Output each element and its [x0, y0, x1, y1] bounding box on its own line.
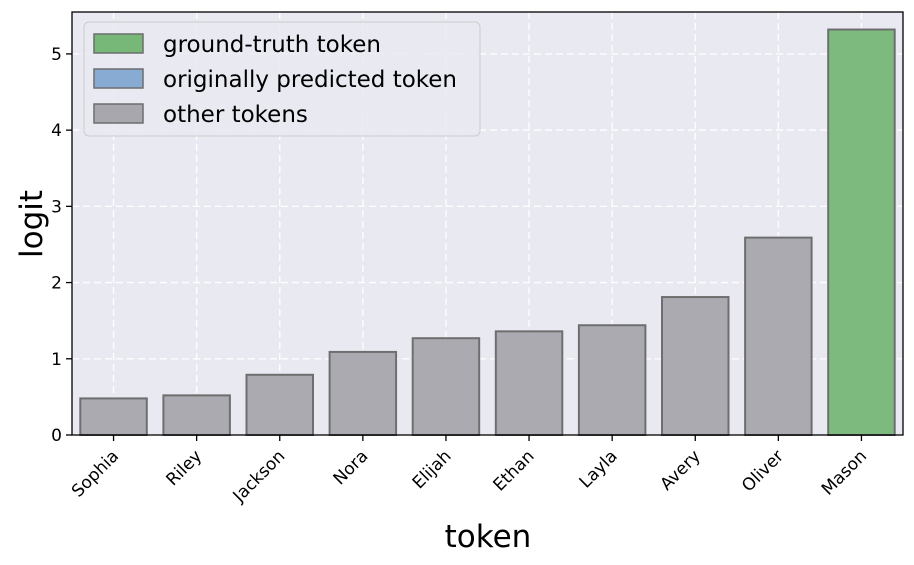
y-tick-label: 5: [51, 45, 62, 65]
bar-layla: [577, 324, 647, 437]
x-tick-label-mason: Mason: [818, 446, 871, 499]
legend-swatch-predicted: [93, 68, 144, 89]
x-tick-label-layla: Layla: [576, 446, 622, 492]
x-tick-label-riley: Riley: [162, 446, 206, 490]
x-tick-label-elijah: Elijah: [409, 446, 456, 493]
y-tick-label: 2: [51, 274, 62, 294]
legend-box: [83, 21, 481, 137]
y-axis-title: logit: [14, 190, 50, 258]
bar-elijah: [411, 337, 481, 437]
x-tick-label-nora: Nora: [330, 446, 373, 489]
x-tick-label-avery: Avery: [657, 446, 705, 494]
plot-frame: [71, 11, 904, 436]
x-tick-label-sophia: Sophia: [68, 446, 123, 501]
bar-nora: [328, 350, 398, 436]
legend-label-predicted: originally predicted token: [163, 67, 457, 93]
bar-avery: [661, 296, 730, 436]
bar-oliver: [744, 236, 813, 436]
x-axis-title: token: [445, 519, 532, 555]
y-tick-label: 1: [51, 350, 62, 370]
y-tick-label: 0: [51, 426, 62, 446]
bars: [79, 28, 896, 437]
bar-mason: [827, 28, 896, 437]
bar-ethan: [494, 330, 564, 436]
legend-swatch-other: [93, 103, 144, 124]
bar-sophia: [79, 397, 148, 437]
legend-swatch-ground_truth: [93, 33, 144, 54]
legend: ground-truth token originally predicted t…: [83, 21, 481, 137]
y-tick-label: 4: [51, 121, 62, 141]
bar-jackson: [245, 373, 314, 436]
x-tick-label-oliver: Oliver: [738, 446, 788, 496]
y-axis-ticks: 0 1 2 3 4 5: [51, 45, 72, 446]
x-axis-ticks: Sophia Riley Jackson Nora Elijah Ethan Layla Av…: [68, 435, 871, 507]
y-tick-label: 3: [51, 197, 62, 217]
x-tick-label-ethan: Ethan: [490, 446, 539, 495]
x-tick-label-jackson: Jackson: [229, 446, 290, 507]
bar-riley: [162, 394, 231, 436]
legend-label-ground_truth: ground-truth token: [163, 32, 381, 58]
legend-label-other: other tokens: [163, 102, 308, 128]
